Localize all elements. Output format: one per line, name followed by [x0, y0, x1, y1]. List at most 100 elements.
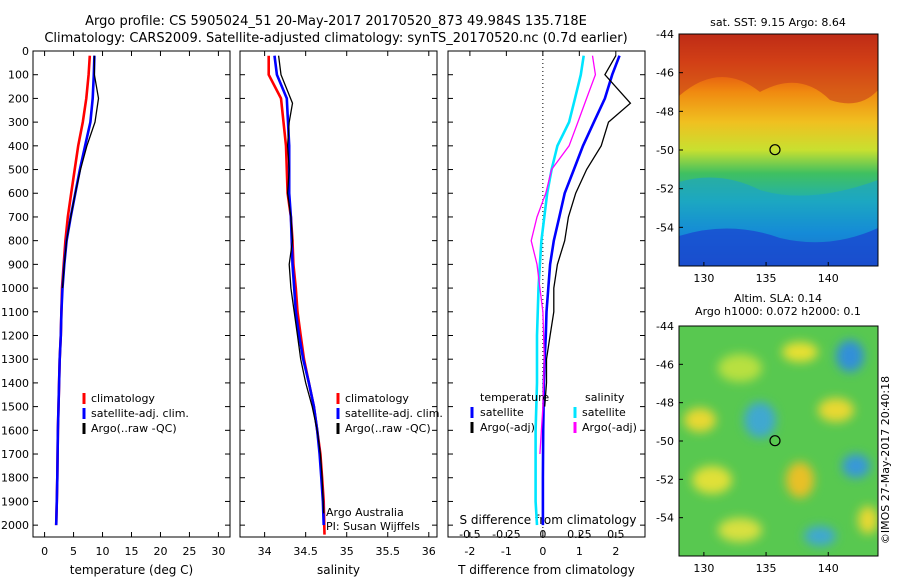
- timestamp-stamp: ©IMOS 27-May-2017 20:40:18: [879, 376, 892, 544]
- sst-map-ytick-label: -48: [656, 105, 674, 118]
- sst-map-axes: 130 135 140 -54 -52 -50 -48 -46 -44: [656, 28, 839, 285]
- sst-map-xtick-label: 135: [756, 272, 777, 285]
- depth-tick-label: 1800: [1, 472, 29, 485]
- sla-map-xtick-label: 135: [756, 562, 777, 575]
- sla-map-subtitle: Argo h1000: 0.072 h2000: 0.1: [695, 305, 861, 318]
- sla-eddies: [684, 340, 878, 546]
- sst-deep-cold-patch: [679, 228, 878, 266]
- sla-map-ytick-label: -48: [656, 397, 674, 410]
- salinity-legend-title: salinity: [585, 391, 625, 404]
- sla-map-ytick-label: -50: [656, 435, 674, 448]
- series-line-temperature-satellite: [541, 55, 621, 526]
- temperature-profile-xtick-label: 25: [182, 545, 196, 558]
- salinity-profile-xtick-label: 35.5: [376, 545, 401, 558]
- tdiff-legend-label: Argo(-adj): [480, 421, 535, 434]
- salinity-profile-chart: 34 34.5 35 35.5 36 salinity climatology satelli…: [239, 50, 443, 577]
- depth-tick-label: 1100: [1, 306, 29, 319]
- temperature-legend-label: Argo(..raw -QC): [91, 422, 177, 435]
- sla-map-ytick-label: -52: [656, 473, 674, 486]
- difference-profile-xtick-label: -1: [501, 545, 512, 558]
- difference-profile-frame: [447, 50, 646, 538]
- depth-tick-label: 300: [8, 116, 29, 129]
- sla-map-ytick-label: -54: [656, 512, 674, 525]
- sla-map-title: Altim. SLA: 0.14: [734, 292, 822, 305]
- difference-profile-xtick-label: 1: [576, 545, 583, 558]
- series-line-argo-raw-qc-: [61, 55, 100, 289]
- sdiff-tick-label: -0.25: [492, 528, 520, 541]
- difference-profile-xtick-label: -2: [464, 545, 475, 558]
- temperature-legend-title: temperature: [480, 391, 549, 404]
- depth-tick-label: 1600: [1, 424, 29, 437]
- sdiff-tick-label: 0: [539, 528, 546, 541]
- series-line-climatology: [267, 55, 326, 535]
- sla-map-xtick-label: 140: [818, 562, 839, 575]
- sst-argo-marker: [769, 144, 781, 156]
- sst-map: sat. SST: 9.15 Argo: 8.64 130 135 140 -54 -5…: [656, 16, 879, 285]
- sst-map-ytick-label: -50: [656, 144, 674, 157]
- sst-map-ytick-label: -52: [656, 183, 674, 196]
- series-line-salinity-satellite: [534, 55, 585, 526]
- depth-tick-label: 900: [8, 258, 29, 271]
- depth-tick-label: 1900: [1, 495, 29, 508]
- depth-tick-label: 700: [8, 211, 29, 224]
- sla-map-axes: 130 135 140 -54 -52 -50 -48 -46 -44: [656, 320, 839, 575]
- temperature-legend-label: climatology: [91, 392, 155, 405]
- depth-tick-label: 1700: [1, 448, 29, 461]
- sdiff-axis-label: S difference from climatology: [460, 513, 637, 527]
- salinity-legend-label: satellite-adj. clim.: [345, 407, 443, 420]
- sla-argo-marker: [769, 435, 781, 447]
- depth-tick-label: 1200: [1, 329, 29, 342]
- page-title: Argo profile: CS 5905024_51 20-May-2017 …: [85, 14, 587, 29]
- depth-tick-label: 200: [8, 92, 29, 105]
- depth-tick-label: 600: [8, 187, 29, 200]
- sst-map-xtick-label: 130: [693, 272, 714, 285]
- sdiff-tick-label: -0.5: [459, 528, 480, 541]
- sdiff-legend-label: Argo(-adj): [582, 421, 637, 434]
- depth-tick-label: 1400: [1, 377, 29, 390]
- sla-map-ytick-label: -46: [656, 358, 674, 371]
- credit-institution: Argo Australia: [326, 506, 404, 519]
- temperature-profile-xtick-label: 20: [153, 545, 167, 558]
- depth-tick-label: 1000: [1, 282, 29, 295]
- sdiff-tick-label: 0.25: [567, 528, 592, 541]
- depth-tick-label: 100: [8, 69, 29, 82]
- salinity-profile-xlabel: salinity: [317, 563, 360, 577]
- sst-warm-patch: [679, 34, 878, 104]
- depth-tick-label: 0: [22, 45, 29, 58]
- depth-tick-label: 500: [8, 164, 29, 177]
- series-line-argo-raw-qc-: [277, 55, 325, 514]
- sla-map-ytick-label: -44: [656, 320, 674, 333]
- tdiff-legend-label: satellite: [480, 406, 524, 419]
- sst-map-ytick-label: -44: [656, 28, 674, 41]
- salinity-profile-frame: [239, 50, 438, 538]
- difference-profile-xlabel: T difference from climatology: [457, 563, 635, 577]
- temperature-profile-xtick-label: 30: [211, 545, 225, 558]
- series-line-salinity-argo-adj-: [530, 55, 597, 455]
- difference-profile-xtick-label: 2: [612, 545, 619, 558]
- depth-tick-label: 1300: [1, 353, 29, 366]
- temperature-profile-xtick-label: 10: [96, 545, 110, 558]
- sst-map-title: sat. SST: 9.15 Argo: 8.64: [710, 16, 846, 29]
- temperature-profile-chart: 0 5 10 15 20 25 300100200300400500600700800900…: [1, 45, 231, 577]
- salinity-profile-xtick-label: 34: [258, 545, 272, 558]
- sdiff-tick-label: 0.5: [607, 528, 625, 541]
- credit-pi: PI: Susan Wijffels: [326, 520, 420, 533]
- temperature-profile-xtick-label: 0: [41, 545, 48, 558]
- sdiff-legend-label: satellite: [582, 406, 626, 419]
- sst-map-xtick-label: 140: [818, 272, 839, 285]
- salinity-profile-xtick-label: 36: [422, 545, 436, 558]
- temperature-profile-xtick-label: 5: [70, 545, 77, 558]
- difference-profile-chart: -2 -1 0 1 2 T difference from climatology -0.5…: [447, 50, 646, 577]
- depth-tick-label: 800: [8, 235, 29, 248]
- series-line-satellite-adj-clim-: [54, 55, 96, 526]
- series-line-temperature-argo-adj-: [544, 55, 632, 407]
- page-subtitle: Climatology: CARS2009. Satellite-adjuste…: [44, 31, 627, 46]
- sst-map-ytick-label: -46: [656, 67, 674, 80]
- depth-tick-label: 400: [8, 140, 29, 153]
- salinity-legend-label: climatology: [345, 392, 409, 405]
- temperature-profile-xtick-label: 15: [125, 545, 139, 558]
- depth-tick-label: 2000: [1, 519, 29, 532]
- temperature-profile-xlabel: temperature (deg C): [70, 563, 193, 577]
